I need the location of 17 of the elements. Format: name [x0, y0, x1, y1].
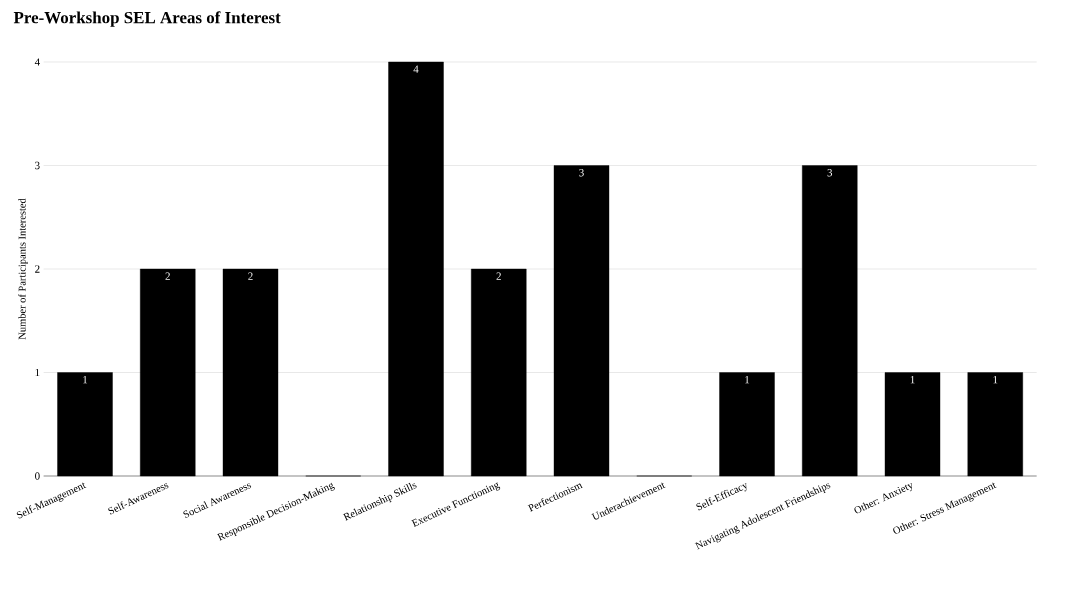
- data-label: 4: [413, 65, 419, 73]
- y-tick-label: 4: [34, 58, 40, 66]
- data-label: 1: [993, 376, 998, 384]
- y-tick-label: 0: [35, 472, 40, 480]
- y-axis-title: Number of Participants Interested: [18, 198, 28, 340]
- data-label: 3: [579, 169, 584, 177]
- data-label: 1: [83, 376, 88, 384]
- y-tick-label: 2: [35, 265, 40, 273]
- chart-title: Pre-Workshop SEL Areas of Interest: [13, 11, 281, 27]
- data-label: 2: [496, 272, 501, 280]
- data-label: 3: [827, 169, 833, 177]
- y-tick-label: 1: [35, 368, 40, 377]
- data-label: 2: [165, 272, 170, 280]
- data-label: 1: [910, 376, 915, 384]
- y-tick-label: 3: [35, 161, 40, 170]
- data-label: 2: [248, 272, 253, 280]
- data-label: 1: [745, 376, 750, 384]
